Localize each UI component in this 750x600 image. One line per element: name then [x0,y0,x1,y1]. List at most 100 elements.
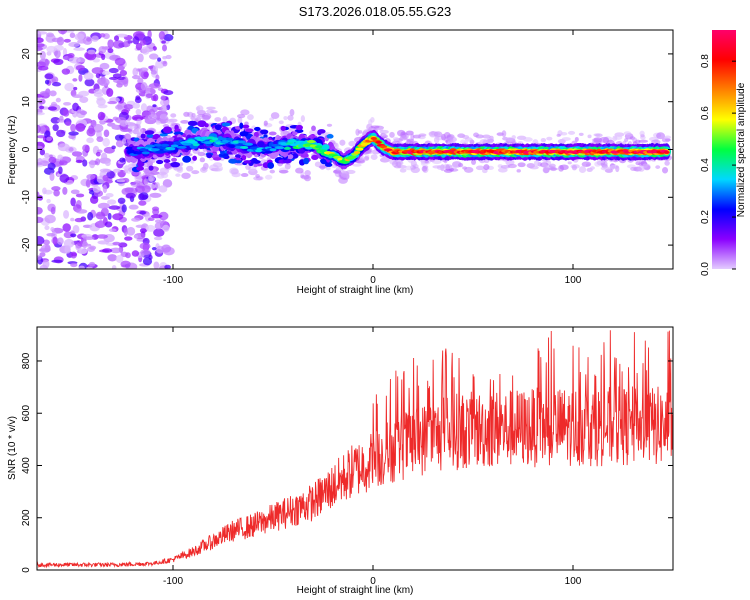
spectrogram-halo-blob [304,169,311,177]
spectrogram-noise-blob [56,119,67,123]
spectrogram-halo-blob [124,164,129,172]
spectrogram-halo-blob [475,165,485,171]
spectrogram-noise-blob [67,53,75,59]
spectrogram-noise-blob [59,173,70,183]
spectrogram-noise-blob [151,95,157,102]
spectrogram-ridge-cell [315,145,323,149]
colorbar-title: Normalized spectral amplitude [736,82,747,217]
spectrogram-noise-blob [97,111,105,121]
spectrogram-noise-blob [87,49,96,55]
spectrogram-noise-blob [154,182,160,189]
spectrogram-mid-blob [326,134,334,139]
spectrogram-halo-blob [511,135,516,140]
spectrogram-noise-blob [39,50,46,60]
spectrogram-halo-blob [201,166,207,171]
spectrogram-noise-blob [155,59,165,69]
spectrogram-noise-blob [123,104,134,110]
spectrogram-ridge-cell [217,137,228,141]
spectrogram-ridge-cell [283,146,292,150]
spectrogram-noise-blob [61,68,71,75]
spectrogram-halo-blob [325,166,331,171]
spectrogram-ridge-cell [306,140,316,144]
spectrogram-mid-blob [221,122,231,127]
spectrogram-halo-blob [548,163,556,168]
x-tick-label: 100 [565,576,582,587]
spectrogram-noise-blob [88,125,95,134]
spectrogram-noise-blob [63,238,75,248]
spectrogram-halo-blob [381,133,387,137]
spectrogram-halo-blob [497,167,508,173]
x-tick-label: 100 [565,275,582,286]
spectrogram-noise-blob [95,211,106,220]
spectrogram-noise-blob [159,99,170,107]
spectrogram-halo-blob [278,169,289,174]
spectrogram-noise-blob [108,205,121,210]
spectrogram-noise-blob [37,162,43,166]
spectrogram-halo-blob [269,169,276,174]
spectrogram-noise-blob [42,259,50,269]
spectrogram-noise-blob [71,151,83,157]
spectrogram-noise-blob [139,228,147,234]
spectrogram-noise-blob [46,233,56,237]
spectrogram-noise-blob [150,214,163,219]
spectrogram-noise-blob [37,112,45,116]
spectrogram-ridge-cell [139,148,148,152]
spectrogram-noise-blob [73,86,78,91]
spectrogram-mid-blob [182,155,192,163]
colorbar-tick-label: 0.2 [700,210,711,224]
spectrogram-halo-blob [214,117,222,122]
spectrogram-noise-blob [135,42,143,51]
spectrogram-noise-blob [74,33,85,41]
spectrogram-noise-blob [44,225,50,231]
spectrogram-noise-blob [48,156,57,164]
spectrogram-halo-blob [147,175,155,182]
spectrogram-halo-blob [458,162,464,168]
spectrogram-mid-blob [239,122,244,129]
spectrogram-halo-blob [637,165,645,172]
colorbar-tick-label: 0.6 [700,106,711,120]
spectrogram-noise-blob [68,42,80,48]
spectrogram-noise-blob [125,192,136,199]
spectrogram-x-axis-title: Height of straight line (km) [297,285,414,296]
spectrogram-halo-blob [542,166,550,174]
spectrogram-halo-blob [355,128,360,136]
spectrogram-noise-blob [102,184,108,194]
spectrogram-halo-blob [421,165,428,172]
spectrogram-halo-blob [410,166,421,174]
spectrogram-noise-blob [56,129,66,138]
spectrogram-noise-blob [101,248,113,253]
snr-frame [36,326,674,571]
spectrogram-halo-blob [623,131,632,136]
spectrogram-mid-blob [148,165,154,171]
spectrogram-noise-blob [145,93,153,99]
spectrogram-noise-blob [98,78,110,87]
snr-x-ticks: -100 0 100 [163,327,582,587]
spectrogram-halo-blob [263,120,268,126]
spectrogram-noise-blob [44,79,50,85]
colorbar-bar [712,30,736,269]
spectrogram-noise-blob [75,209,88,214]
spectrogram-mid-blob [303,157,310,165]
spectrogram-noise-blob [37,236,45,245]
y-tick-label: 0 [21,567,32,573]
spectrogram-noise-blob [106,88,114,97]
spectrogram-noise-blob [115,254,124,263]
y-tick-label: 200 [21,509,32,526]
spectrogram-halo-blob [338,177,348,184]
spectrogram-noise-blob [65,121,72,127]
spectrogram-noise-blob [87,212,94,221]
spectrogram-noise-blob [162,224,170,232]
spectrogram-y-axis-title: Frequency (Hz) [7,116,18,185]
colorbar-tick-label: 0.0 [700,262,711,276]
spectrogram-halo-blob [357,130,363,134]
spectrogram-noise-blob [47,106,57,111]
spectrogram-halo-blob [483,164,490,171]
spectrogram-noise-blob [54,49,61,59]
spectrogram-halo-blob [245,164,251,170]
spectrogram-noise-blob [90,195,99,204]
y-tick-label: 0 [21,146,32,152]
spectrogram-noise-blob [140,82,148,91]
spectrogram-halo-blob [395,161,402,167]
spectrogram-noise-blob [163,34,174,42]
spectrogram-noise-blob [89,245,97,250]
